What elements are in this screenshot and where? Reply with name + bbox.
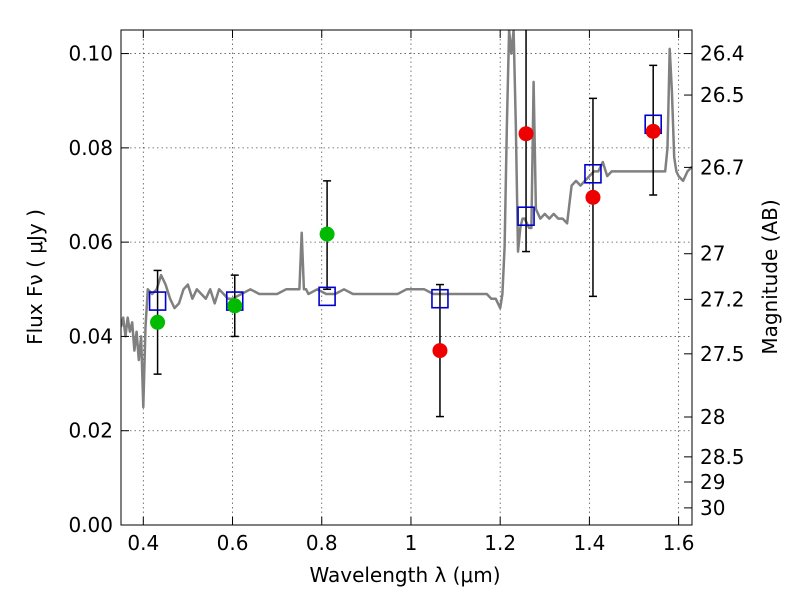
grid [121, 30, 692, 526]
y-axis-label: Flux Fν ( μJy ) [23, 209, 47, 345]
magnitude-tick-label: 26.5 [700, 83, 745, 107]
observed-point-red [432, 343, 448, 359]
y-tick-label: 0.00 [68, 513, 113, 537]
magnitude-tick-label: 27.5 [700, 342, 745, 366]
model-photometry-square [517, 206, 535, 227]
y-tick-label: 0.06 [68, 230, 113, 254]
x-tick-label: 1 [405, 531, 418, 555]
model-spectrum [121, 30, 692, 409]
model-photometry-square [584, 163, 602, 184]
observed-point-red [518, 126, 534, 142]
model-photometry-square [431, 288, 449, 309]
model-photometry-square [148, 291, 167, 311]
observed-point-red [645, 123, 661, 139]
magnitude-tick-label: 30 [700, 496, 725, 520]
magnitude-tick-label: 29 [700, 470, 725, 494]
y-tick-label: 0.10 [68, 42, 113, 66]
magnitude-axis-label: Magnitude (AB) [758, 199, 782, 354]
magnitude-tick-label: 27.2 [700, 287, 745, 311]
x-tick-label: 1.6 [663, 531, 695, 555]
x-tick-label: 1.2 [484, 531, 516, 555]
x-tick-label: 1.4 [573, 531, 605, 555]
observed-point-green [319, 226, 335, 242]
x-axis-ticks: 0.4 0.6 0.8 1 1.2 1.4 1.6 [127, 30, 695, 555]
magnitude-tick-label: 28.5 [700, 445, 745, 469]
x-axis-label: Wavelength λ (μm) [309, 563, 500, 587]
y-tick-label: 0.08 [68, 136, 113, 160]
magnitude-tick-label: 27 [700, 242, 725, 266]
spectrum-line [121, 30, 692, 409]
x-tick-label: 0.6 [217, 531, 249, 555]
data-markers [148, 114, 662, 359]
plot-frame [120, 29, 693, 526]
model-photometry-square [318, 286, 336, 307]
observed-point-red [585, 189, 601, 205]
magnitude-tick-label: 28 [700, 405, 725, 429]
y-axis-ticks: 0.00 0.02 0.04 0.06 0.08 0.10 [68, 42, 129, 537]
magnitude-tick-label: 26.4 [700, 42, 745, 66]
x-tick-label: 0.8 [306, 531, 338, 555]
x-tick-label: 0.4 [127, 531, 159, 555]
observed-point-green [227, 298, 243, 314]
magnitude-tick-label: 26.7 [700, 155, 745, 179]
observed-point-green [150, 314, 166, 330]
errorbars [153, 30, 658, 418]
y-tick-label: 0.02 [68, 419, 113, 443]
y-tick-label: 0.04 [68, 324, 113, 348]
